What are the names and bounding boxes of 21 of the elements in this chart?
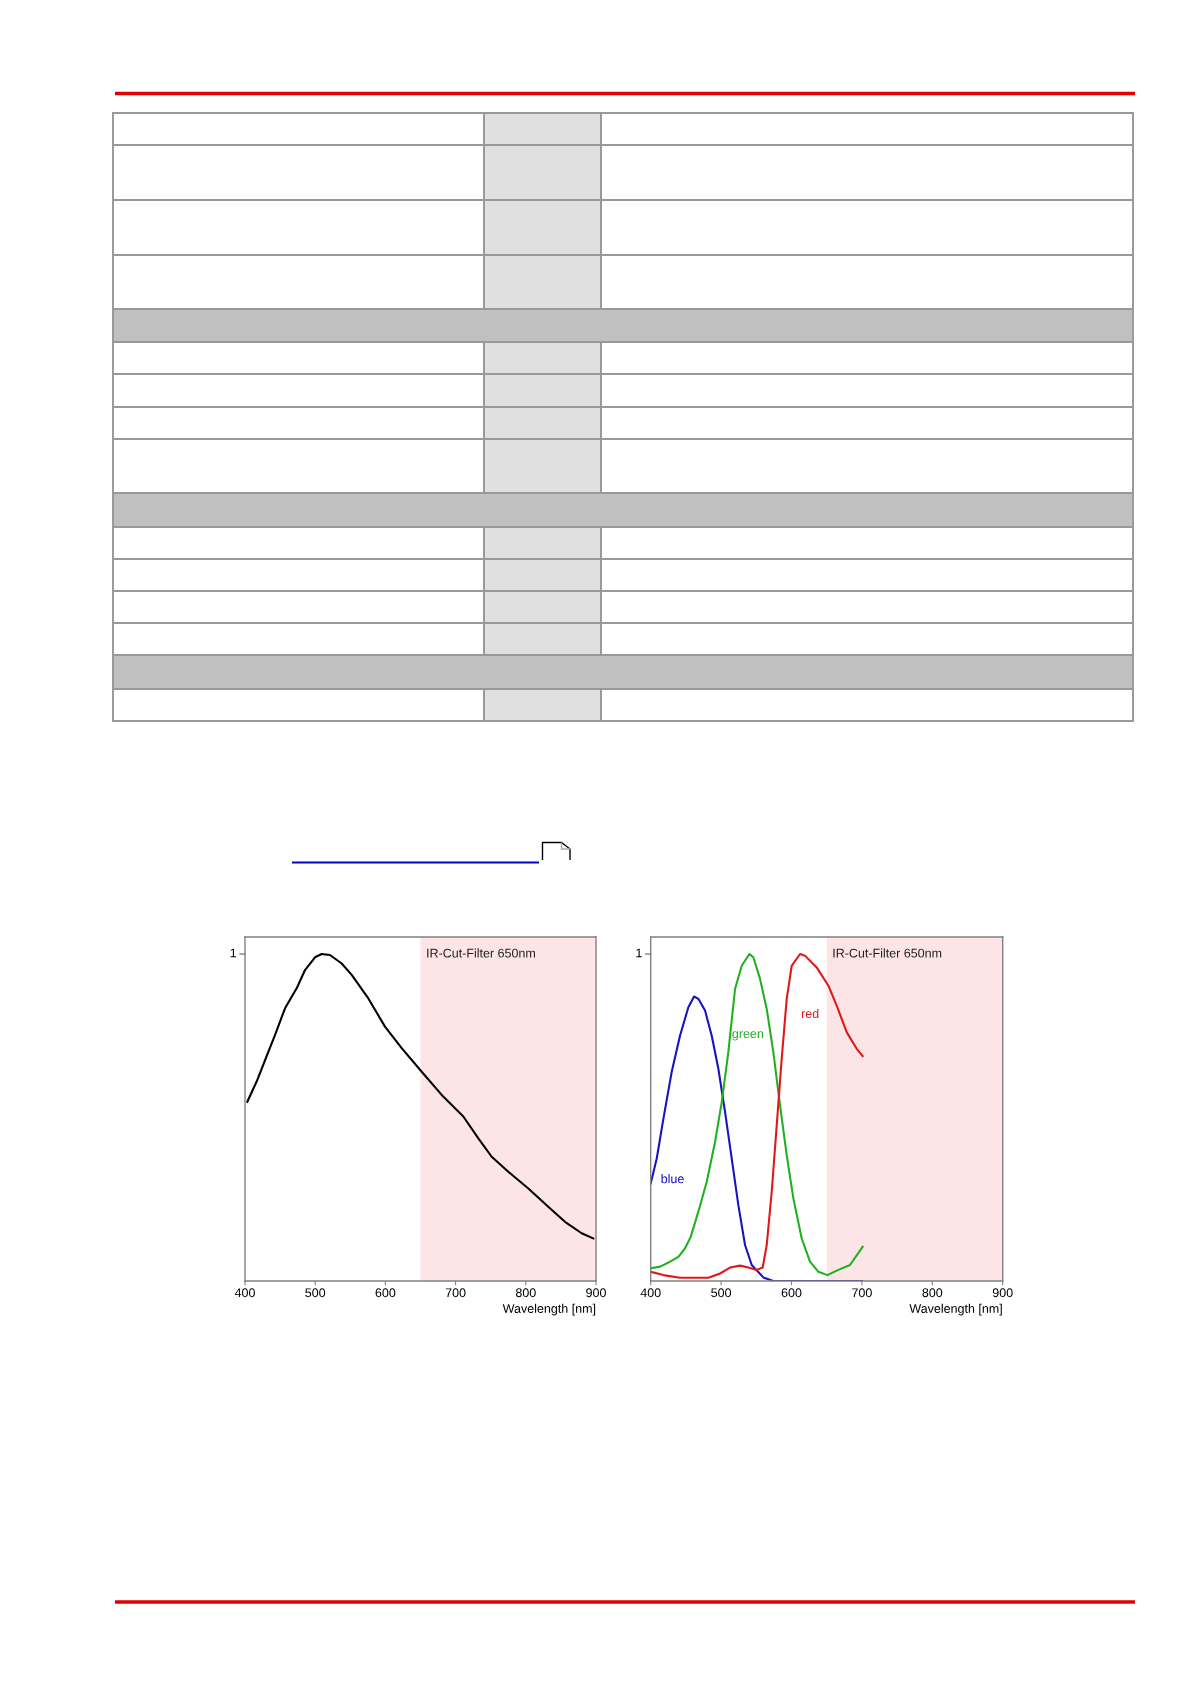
x-tick-label: 800 xyxy=(922,1288,943,1298)
x-tick-label: 400 xyxy=(640,1288,661,1298)
x-tick-label: 500 xyxy=(711,1288,732,1298)
x-tick-label: 900 xyxy=(586,1288,606,1298)
x-axis-title: Wavelength [nm] xyxy=(909,1303,1002,1316)
series-label: green xyxy=(732,1031,764,1041)
text: 1 xyxy=(230,948,237,958)
series-label: red xyxy=(801,1008,819,1019)
series-label: blue xyxy=(661,1174,684,1184)
text: 1 xyxy=(636,948,642,958)
band-label: IR-Cut-Filter 650nm xyxy=(833,948,942,958)
x-tick-label: 700 xyxy=(445,1288,466,1298)
band-label: IR-Cut-Filter 650nm xyxy=(427,948,535,958)
x-axis-title: Wavelength [nm] xyxy=(502,1303,596,1316)
x-tick-label: 500 xyxy=(305,1288,326,1298)
x-tick-label: 700 xyxy=(852,1288,872,1298)
x-tick-label: 800 xyxy=(515,1288,536,1298)
x-tick-label: 600 xyxy=(781,1288,802,1298)
x-tick-label: 900 xyxy=(992,1288,1013,1298)
x-tick-label: 400 xyxy=(234,1288,255,1298)
x-tick-label: 600 xyxy=(375,1288,396,1298)
